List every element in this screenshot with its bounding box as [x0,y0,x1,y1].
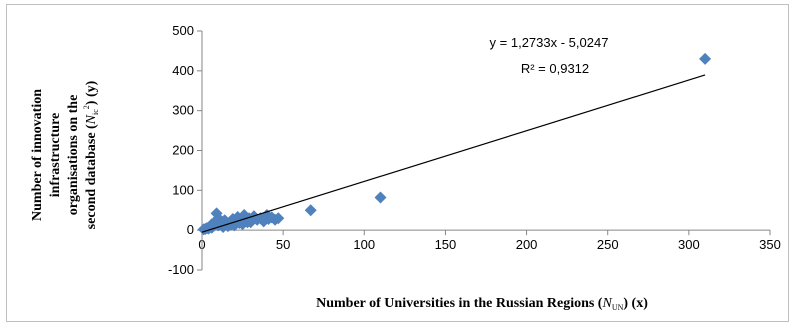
y-tick-label: -100 [168,262,194,277]
data-points [197,52,712,236]
y-tick-label: 300 [172,103,194,118]
x-axis-symbol-sub: UN [612,303,624,312]
y-axis-symbol-sup: 2 [82,105,91,109]
x-axis-symbol: N [601,296,612,311]
y-tick-label: 400 [172,63,194,78]
x-tick-label: 150 [435,237,457,252]
r-squared-label: R² = 0,9312 [521,61,589,76]
scatter-chart: -100 0 100 200 300 400 500 0 50 100 150 200 250 300 3… [30,23,781,312]
data-point [304,204,317,217]
y-axis-symbol-sub: ic [91,109,100,115]
y-axis-title-line-3: organisations on the [66,95,81,216]
data-point [374,191,387,204]
y-axis-title-line-2: infrastructure [48,113,63,198]
x-tick-label: 350 [759,237,781,252]
x-tick-label: 100 [353,237,375,252]
y-axis-title-line-4: second database (Nic2) (y) [82,80,100,229]
x-axis-title-text: Number of Universities in the Russian Re… [316,296,603,311]
y-tick-label: 0 [187,222,194,237]
axes [197,30,771,271]
y-tick-label: 500 [172,23,194,38]
data-point [699,52,712,65]
y-axis-title-tail: ) (y) [84,80,99,105]
x-axis-title: Number of Universities in the Russian Re… [316,296,648,312]
x-tick-label: 50 [276,237,290,252]
x-axis-title-tail: ) (x) [623,296,648,311]
trendline-equation: y = 1,2733x - 5,0247 [490,35,609,50]
chart-frame: -100 0 100 200 300 400 500 0 50 100 150 200 250 300 3… [6,4,789,322]
y-axis-title-line-1: Number of innovation [30,89,45,221]
y-axis-symbol: N [84,114,99,125]
x-tick-label: 250 [597,237,619,252]
x-tick-label: 200 [516,237,538,252]
data-point [272,212,285,225]
y-tick-labels: -100 0 100 200 300 400 500 [168,23,194,277]
trendline-line [201,74,706,233]
trendline [201,74,706,233]
y-tick-label: 100 [172,182,194,197]
y-axis-title-line-4-text: second database ( [84,124,99,229]
x-tick-label: 300 [678,237,700,252]
y-axis-title: Number of innovation infrastructure orga… [30,80,100,229]
data-point [244,216,257,229]
y-tick-label: 200 [172,143,194,158]
